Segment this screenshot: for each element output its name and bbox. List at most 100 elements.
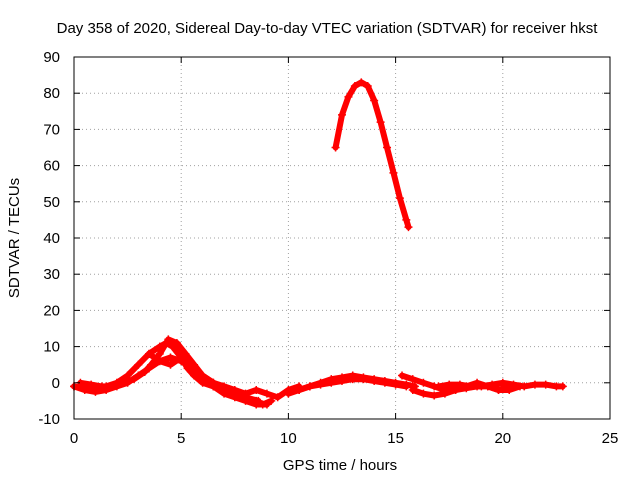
data-point xyxy=(395,194,404,203)
data-point xyxy=(87,380,96,389)
data-point xyxy=(327,378,336,387)
data-point xyxy=(305,382,314,391)
y-tick-label: 90 xyxy=(43,49,60,66)
data-point xyxy=(209,378,218,387)
data-point xyxy=(357,78,366,87)
data-point xyxy=(404,223,413,232)
data-point xyxy=(505,386,514,395)
data-point xyxy=(344,92,353,101)
data-point xyxy=(445,380,454,389)
data-point xyxy=(383,143,392,152)
data-point xyxy=(181,349,190,358)
data-point xyxy=(134,360,143,369)
data-point xyxy=(254,396,263,405)
data-point xyxy=(558,382,567,391)
y-tick-label: 40 xyxy=(43,230,60,247)
data-point xyxy=(348,375,357,384)
series-arc-7 xyxy=(331,78,413,232)
y-tick-label: 10 xyxy=(43,339,60,356)
x-tick-label: 5 xyxy=(177,430,185,447)
data-point xyxy=(488,380,497,389)
data-point xyxy=(164,335,173,344)
data-point xyxy=(273,393,282,402)
x-tick-label: 20 xyxy=(494,430,511,447)
data-point xyxy=(494,386,503,395)
data-point xyxy=(140,367,149,376)
data-point xyxy=(363,81,372,90)
data-point xyxy=(359,375,368,384)
axis-ticks: 0 5 10 15 20 25 -10 0 10 20 30 40 50 60 70 80 90 xyxy=(38,49,618,447)
data-point xyxy=(398,371,407,380)
data-point xyxy=(130,375,139,384)
data-point xyxy=(284,389,293,398)
data-point xyxy=(155,349,164,358)
data-point xyxy=(252,386,261,395)
data-point xyxy=(91,387,100,396)
y-tick-label: 50 xyxy=(43,194,60,211)
data-point xyxy=(166,360,175,369)
y-tick-label: 80 xyxy=(43,85,60,102)
series-arc-4 xyxy=(145,349,304,402)
data-point xyxy=(338,376,346,385)
y-tick-label: 30 xyxy=(43,266,60,283)
data-point xyxy=(408,375,417,384)
data-point xyxy=(350,81,359,90)
data-point xyxy=(108,382,117,391)
data-point xyxy=(220,382,229,391)
data-point xyxy=(402,382,411,391)
y-tick-label: 60 xyxy=(43,158,60,175)
data-point xyxy=(338,110,346,119)
x-tick-label: 10 xyxy=(280,430,297,447)
data-point xyxy=(541,380,550,389)
data-point xyxy=(430,391,439,400)
data-point xyxy=(331,143,340,152)
data-point xyxy=(155,357,164,366)
data-point xyxy=(391,380,400,389)
data-point xyxy=(80,386,89,395)
y-tick-label: 0 xyxy=(52,375,60,392)
data-point xyxy=(477,382,486,391)
data-point xyxy=(389,168,398,177)
data-point xyxy=(370,376,379,385)
chart-title: Day 358 of 2020, Sidereal Day-to-day VTE… xyxy=(57,20,599,37)
data-point xyxy=(198,371,207,380)
y-tick-label: 20 xyxy=(43,302,60,319)
data-point xyxy=(408,386,417,395)
data-point xyxy=(466,382,475,391)
data-point xyxy=(295,386,304,395)
data-point xyxy=(147,360,156,369)
data-point xyxy=(520,382,529,391)
x-tick-label: 15 xyxy=(387,430,404,447)
data-point xyxy=(166,353,175,362)
data-point xyxy=(262,389,271,398)
data-point xyxy=(119,378,128,387)
data-point xyxy=(145,349,154,358)
data-point xyxy=(530,380,539,389)
y-tick-label: 70 xyxy=(43,121,60,138)
data-point xyxy=(316,380,325,389)
data-point xyxy=(97,382,106,391)
data-point xyxy=(177,353,186,362)
data-point xyxy=(370,96,379,105)
data-point xyxy=(498,378,507,387)
data-point xyxy=(380,378,389,387)
series-arc-6 xyxy=(284,375,411,398)
data-point xyxy=(402,215,411,224)
data-points xyxy=(70,78,567,409)
data-point xyxy=(440,389,449,398)
y-tick-label: -10 xyxy=(38,411,60,428)
data-point xyxy=(241,389,250,398)
x-tick-label: 0 xyxy=(70,430,78,447)
data-point xyxy=(187,360,196,369)
series-arc-10 xyxy=(434,378,567,391)
data-point xyxy=(434,382,443,391)
data-point xyxy=(509,380,518,389)
data-point xyxy=(172,338,181,347)
y-axis-label: SDTVAR / TECUs xyxy=(6,178,23,298)
data-point xyxy=(419,389,428,398)
data-point xyxy=(455,380,464,389)
data-point xyxy=(230,386,239,395)
data-point xyxy=(376,118,385,127)
